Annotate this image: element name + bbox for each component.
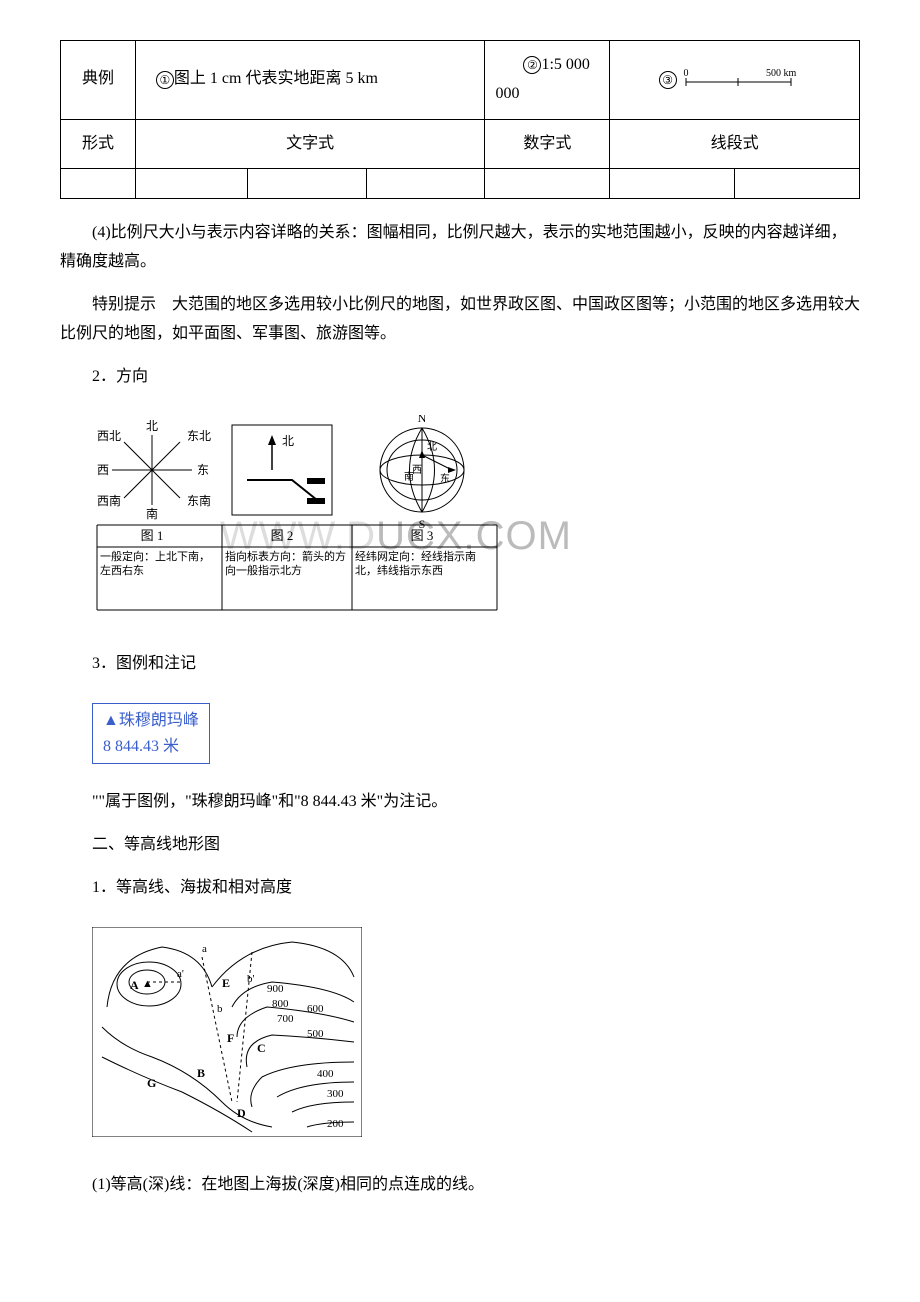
- svg-text:东: 东: [197, 463, 209, 477]
- heading-contour-sub: 1．等高线、海拔和相对高度: [60, 874, 860, 903]
- svg-text:G: G: [147, 1076, 156, 1090]
- svg-text:a: a: [202, 943, 207, 955]
- cell-line-form: 线段式: [610, 119, 860, 169]
- cell-numeric-form: 数字式: [485, 119, 610, 169]
- heading-legend: 3．图例和注记: [60, 650, 860, 679]
- svg-text:▲: ▲: [142, 978, 153, 990]
- svg-text:北: 北: [282, 434, 294, 448]
- svg-text:600: 600: [307, 1003, 324, 1015]
- cell-text-example: ①图上 1 cm 代表实地距离 5 km: [135, 41, 485, 120]
- svg-text:东南: 东南: [187, 493, 211, 508]
- cell-line-example: ③ 0 500 km: [610, 41, 860, 120]
- svg-text:900: 900: [267, 983, 284, 995]
- svg-text:400: 400: [317, 1068, 334, 1080]
- cell-numeric-example: ②1:5 000 000: [485, 41, 610, 120]
- cell-form-label: 形式: [61, 119, 136, 169]
- svg-text:西南: 西南: [97, 493, 121, 508]
- svg-text:西: 西: [97, 463, 109, 477]
- svg-text:D: D: [237, 1106, 246, 1120]
- contour-map: ▲ A B C D E F G a a' b b' 900 800 700 60…: [92, 927, 362, 1137]
- legend-example-box: ▲珠穆朗玛峰 8 844.43 米: [92, 703, 210, 764]
- svg-text:N: N: [418, 415, 427, 425]
- svg-text:东: 东: [440, 472, 450, 485]
- paragraph-contour-def: (1)等高(深)线：在地图上海拔(深度)相同的点连成的线。: [60, 1171, 860, 1200]
- svg-text:E: E: [222, 976, 230, 990]
- cell-text-form: 文字式: [135, 119, 485, 169]
- svg-text:b': b': [247, 973, 255, 985]
- heading-contour: 二、等高线地形图: [60, 831, 860, 860]
- svg-text:0: 0: [683, 68, 688, 79]
- svg-text:东北: 东北: [187, 429, 211, 443]
- svg-text:300: 300: [327, 1088, 344, 1100]
- svg-text:图 2: 图 2: [271, 528, 294, 543]
- peak-marker-icon: ▲: [103, 712, 119, 729]
- cell-example-label: 典例: [61, 41, 136, 120]
- svg-text:a': a': [177, 968, 184, 980]
- svg-text:500 km: 500 km: [766, 68, 797, 79]
- paragraph-special-note: 特别提示 大范围的地区多选用较小比例尺的地图，如世界政区图、中国政区图等；小范围…: [60, 291, 860, 349]
- scale-table: 典例 ①图上 1 cm 代表实地距离 5 km ②1:5 000 000 ③ 0…: [60, 40, 860, 199]
- svg-text:A: A: [130, 978, 139, 992]
- svg-text:500: 500: [307, 1028, 324, 1040]
- svg-text:西: 西: [412, 465, 422, 476]
- svg-text:南: 南: [146, 506, 158, 521]
- svg-text:图 1: 图 1: [141, 528, 164, 543]
- scale-bar-icon: 0 500 km: [681, 68, 811, 92]
- svg-text:北: 北: [427, 441, 437, 453]
- svg-text:b: b: [217, 1003, 223, 1015]
- svg-text:北: 北: [146, 419, 158, 433]
- paragraph-legend-note: ""属于图例，"珠穆朗玛峰"和"8 844.43 米"为注记。: [60, 788, 860, 817]
- svg-text:F: F: [227, 1031, 234, 1045]
- svg-text:图 3: 图 3: [411, 528, 434, 543]
- svg-text:C: C: [257, 1041, 266, 1055]
- svg-text:200: 200: [327, 1118, 344, 1130]
- heading-direction: 2．方向: [60, 363, 860, 392]
- direction-diagram: 北 东北 东 东南 南 西南 西 西北 北 N S 北 南 西 东 图 1: [92, 415, 502, 615]
- paragraph-scale-relation: (4)比例尺大小与表示内容详略的关系：图幅相同，比例尺越大，表示的实地范围越小，…: [60, 219, 860, 277]
- svg-text:西北: 西北: [97, 429, 121, 443]
- svg-text:800: 800: [272, 998, 289, 1010]
- svg-text:B: B: [197, 1066, 205, 1080]
- svg-text:700: 700: [277, 1013, 294, 1025]
